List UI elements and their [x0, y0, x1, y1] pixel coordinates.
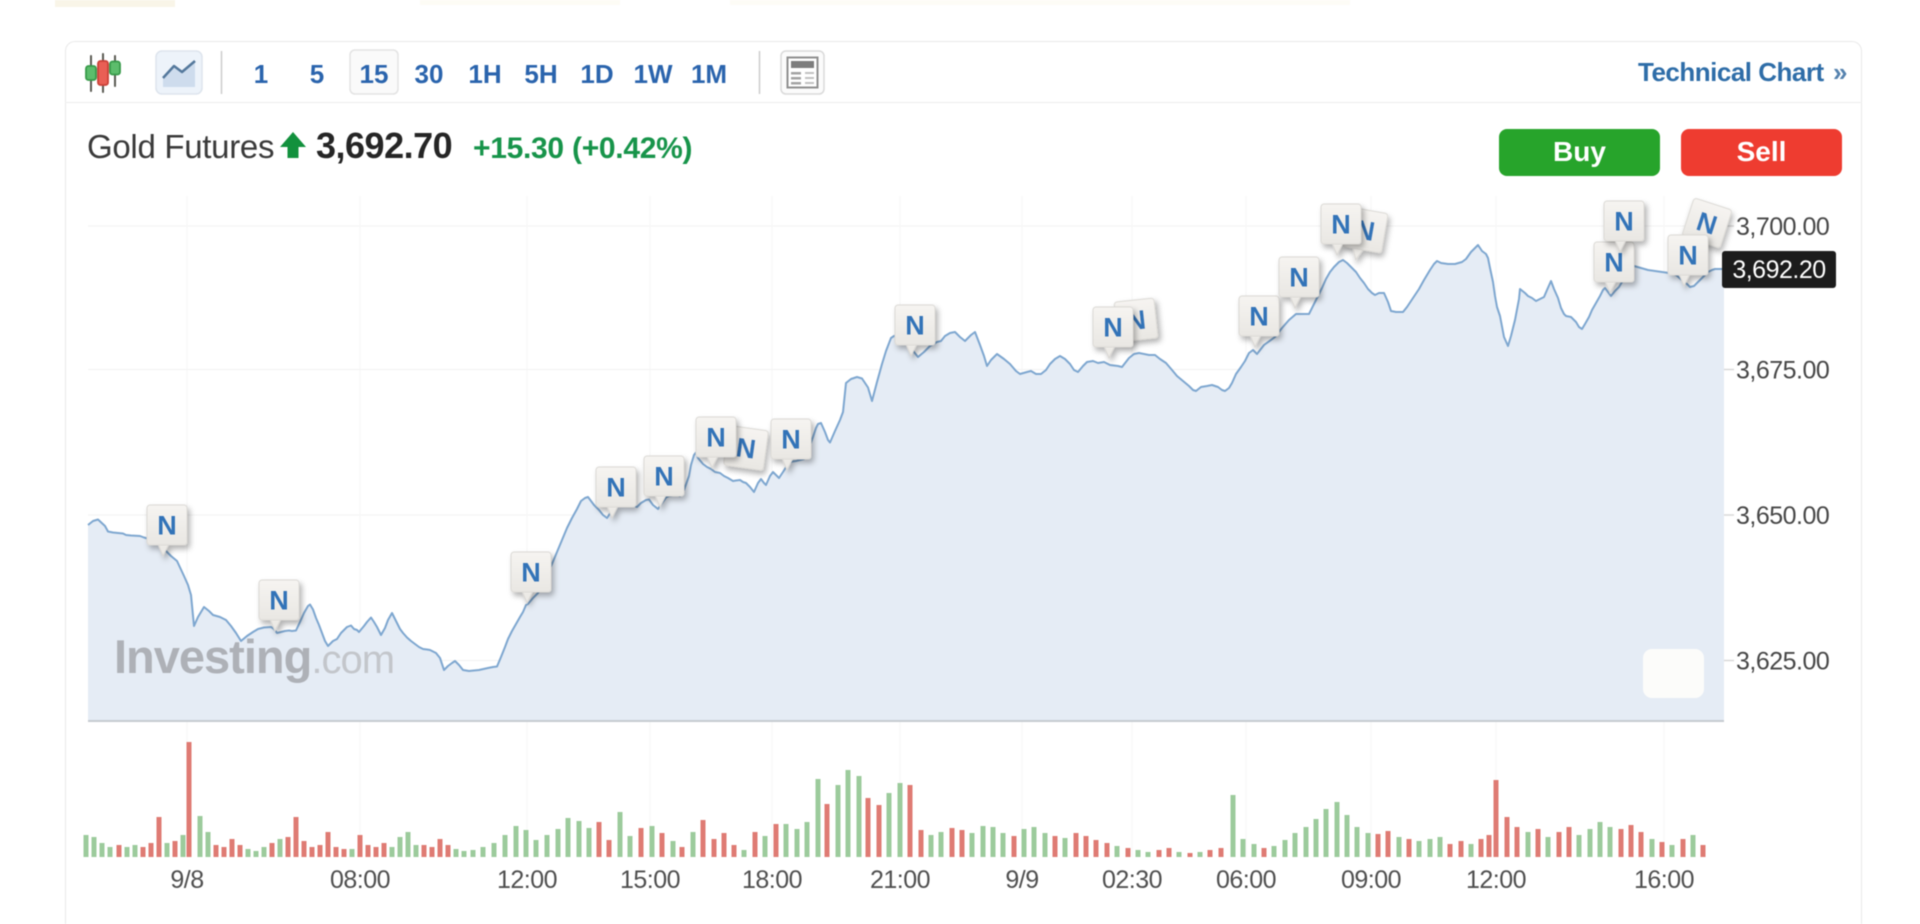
svg-text:N: N	[1249, 302, 1269, 332]
svg-text:N: N	[654, 462, 674, 492]
svg-text:N: N	[706, 423, 726, 453]
svg-text:N: N	[1331, 210, 1351, 240]
svg-text:21:00: 21:00	[870, 866, 930, 894]
svg-text:12:00: 12:00	[497, 866, 557, 894]
svg-text:06:00: 06:00	[1216, 866, 1276, 894]
svg-text:N: N	[1678, 241, 1698, 271]
svg-text:1W: 1W	[634, 59, 673, 89]
svg-text:15:00: 15:00	[620, 866, 680, 894]
svg-text:+15.30: +15.30	[473, 132, 564, 165]
svg-text:3,625.00: 3,625.00	[1736, 648, 1829, 676]
svg-text:Gold Futures: Gold Futures	[87, 128, 274, 165]
svg-text:3,675.00: 3,675.00	[1736, 357, 1829, 385]
svg-text:08:00: 08:00	[330, 866, 390, 894]
svg-text:N: N	[269, 586, 289, 616]
svg-text:1H: 1H	[468, 59, 501, 89]
svg-text:30: 30	[415, 59, 444, 89]
svg-text:N: N	[905, 311, 925, 341]
svg-text:18:00: 18:00	[742, 866, 802, 894]
svg-text:09:00: 09:00	[1341, 866, 1401, 894]
svg-text:Investing.com: Investing.com	[114, 630, 394, 683]
svg-text:Technical Chart: Technical Chart	[1638, 57, 1824, 87]
svg-text:N: N	[1614, 207, 1634, 237]
svg-text:(+0.42%): (+0.42%)	[572, 132, 692, 165]
svg-text:3,692.70: 3,692.70	[316, 125, 452, 166]
svg-text:N: N	[1103, 313, 1123, 343]
svg-text:1D: 1D	[580, 59, 613, 89]
svg-text:15: 15	[360, 59, 389, 89]
svg-text:N: N	[734, 432, 757, 464]
svg-text:N: N	[781, 425, 801, 455]
svg-text:16:00: 16:00	[1634, 866, 1694, 894]
svg-text:N: N	[1604, 248, 1624, 278]
svg-text:3,650.00: 3,650.00	[1736, 502, 1829, 530]
svg-text:1: 1	[254, 59, 268, 89]
svg-text:N: N	[521, 558, 541, 588]
svg-text:N: N	[606, 473, 626, 503]
svg-text:3,700.00: 3,700.00	[1736, 213, 1829, 241]
svg-text:»: »	[1833, 57, 1847, 87]
svg-text:9/8: 9/8	[170, 866, 203, 894]
svg-text:N: N	[157, 511, 177, 541]
svg-text:02:30: 02:30	[1102, 866, 1162, 894]
svg-text:5H: 5H	[524, 59, 557, 89]
svg-text:N: N	[1289, 263, 1309, 293]
svg-text:12:00: 12:00	[1466, 866, 1526, 894]
svg-text:5: 5	[310, 59, 324, 89]
svg-text:1M: 1M	[691, 59, 727, 89]
svg-text:3,692.20: 3,692.20	[1732, 256, 1825, 284]
svg-text:9/9: 9/9	[1005, 866, 1038, 894]
